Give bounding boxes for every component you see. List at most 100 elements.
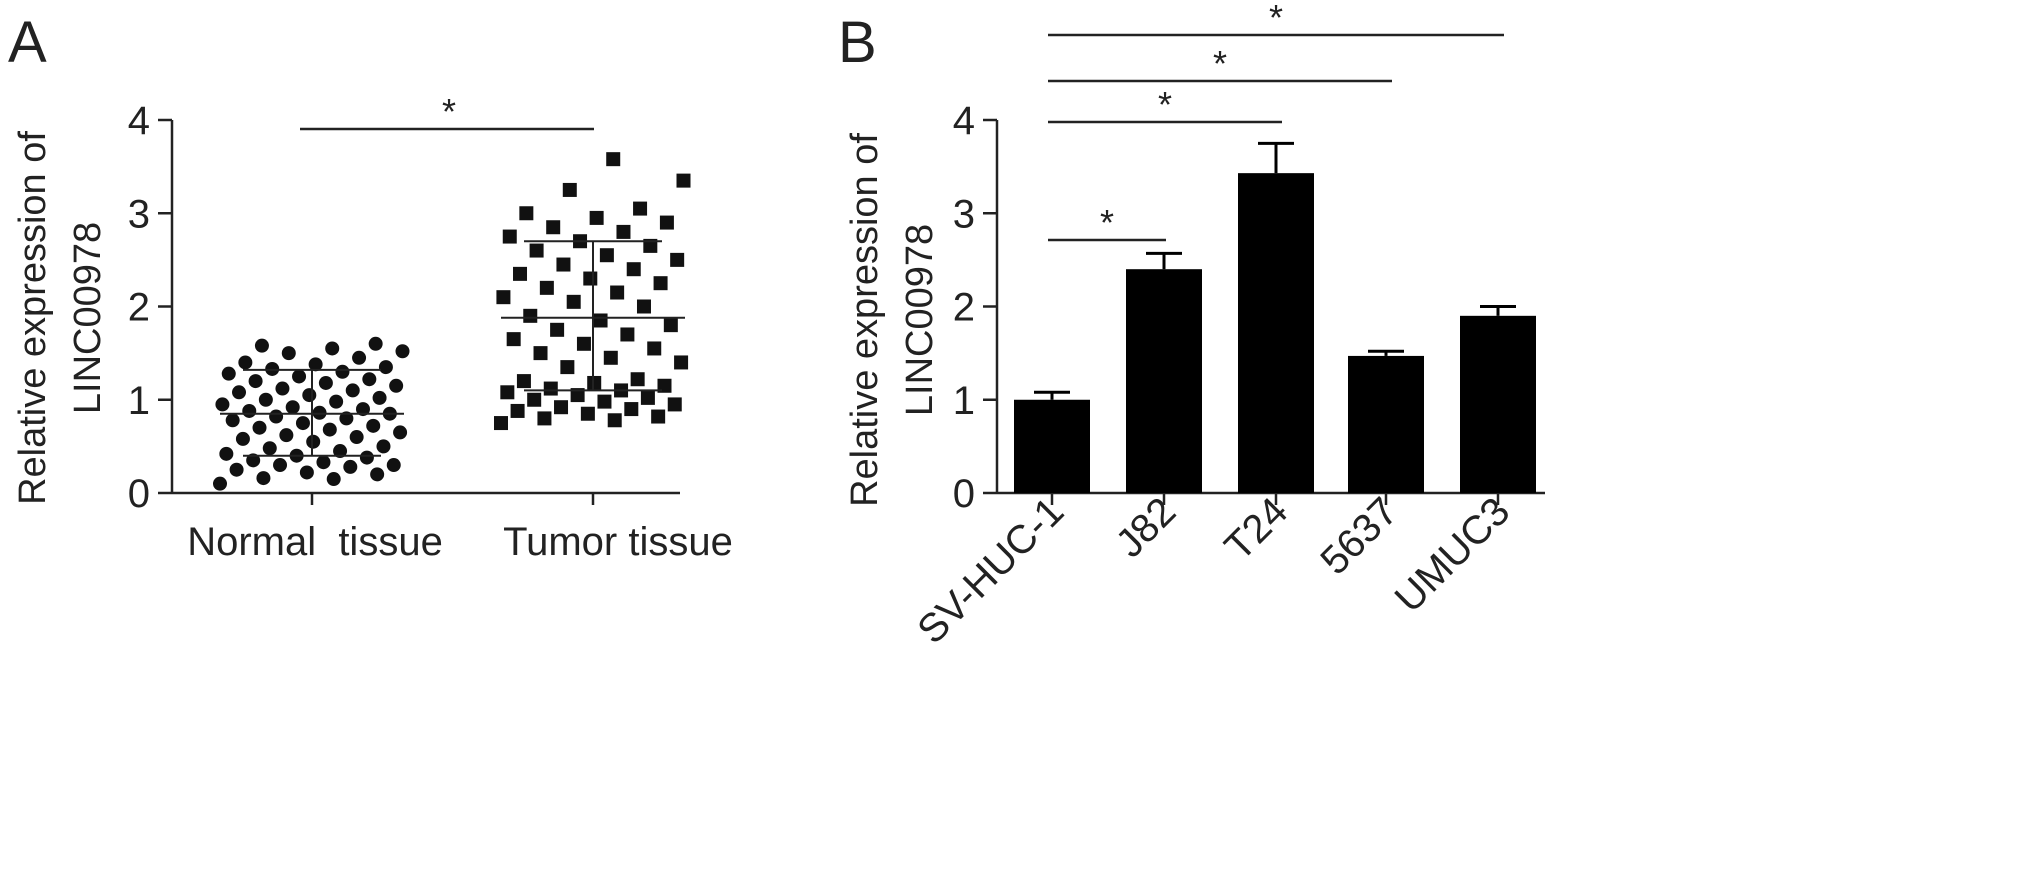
- panel-a-point-normal: [273, 458, 288, 473]
- panel-a-point-tumor: [663, 318, 678, 333]
- panel-a-point-tumor: [626, 262, 641, 277]
- panel-a: A Relative expression of LINC00978 0 1 2 3 4…: [8, 10, 733, 564]
- panel-a-point-tumor: [580, 406, 595, 421]
- panel-a-point-tumor: [610, 285, 625, 300]
- panel-a-point-normal: [366, 418, 381, 433]
- panel-a-point-normal: [246, 453, 261, 468]
- panel-a-point-normal: [219, 446, 234, 461]
- panel-b-y-tick-label: 1: [953, 379, 975, 423]
- panel-a-point-tumor: [519, 206, 534, 221]
- panel-b-significance: * * * *: [1048, 0, 1504, 243]
- panel-a-point-tumor: [523, 308, 538, 323]
- panel-a-point-normal: [232, 385, 247, 400]
- panel-b-bar: [1348, 355, 1424, 493]
- panel-a-point-tumor: [500, 385, 515, 400]
- panel-a-point-normal: [295, 416, 310, 431]
- panel-a-point-normal: [389, 378, 404, 393]
- panel-b-bar: [1014, 399, 1090, 493]
- panel-b-y-tick-label: 3: [953, 192, 975, 236]
- panel-a-point-normal: [213, 476, 227, 491]
- panel-a-point-normal: [252, 420, 267, 435]
- panel-a-point-tumor: [566, 294, 581, 309]
- panel-a-point-normal: [221, 366, 236, 381]
- panel-a-point-tumor: [554, 400, 569, 415]
- panel-a-point-normal: [316, 455, 331, 470]
- panel-b-x-label: UMUC3: [1387, 489, 1519, 621]
- panel-a-point-tumor: [643, 238, 658, 253]
- panel-a-axes: 0 1 2 3 4: [128, 99, 680, 516]
- panel-a-point-tumor: [529, 243, 544, 258]
- panel-a-point-normal: [254, 338, 269, 353]
- panel-a-point-normal: [258, 392, 273, 407]
- panel-a-point-normal: [393, 425, 408, 440]
- panel-a-point-tumor: [570, 388, 585, 403]
- panel-a-point-tumor: [657, 378, 672, 393]
- panel-a-point-tumor: [630, 372, 645, 387]
- panel-a-point-tumor: [616, 224, 631, 239]
- panel-a-point-tumor: [494, 416, 508, 431]
- panel-a-point-tumor: [537, 411, 552, 426]
- panel-a-point-normal: [279, 428, 294, 443]
- panel-a-point-tumor: [502, 229, 517, 244]
- panel-a-point-normal: [285, 400, 300, 415]
- panel-a-point-normal: [292, 369, 307, 384]
- panel-a-point-tumor: [667, 397, 682, 412]
- panel-a-point-tumor: [674, 355, 689, 370]
- panel-a-point-normal: [352, 350, 367, 365]
- panel-a-y-tick-label: 1: [128, 379, 150, 423]
- panel-a-point-tumor: [593, 313, 608, 328]
- panel-a-point-normal: [281, 346, 296, 361]
- panel-a-point-normal: [326, 472, 341, 487]
- panel-b-y-tick-label: 0: [953, 472, 975, 516]
- panel-b-y-axis-title: Relative expression of LINC00978: [844, 133, 941, 507]
- panel-b-significance-star: *: [1100, 202, 1114, 243]
- panel-a-point-normal: [235, 431, 250, 446]
- panel-a-point-tumor: [513, 266, 528, 281]
- panel-a-y-tick-label: 4: [128, 99, 150, 143]
- panel-a-point-tumor: [620, 327, 635, 342]
- panel-a-point-normal: [362, 372, 377, 387]
- panel-b-y-tick-label: 4: [953, 99, 975, 143]
- panel-a-point-tumor: [527, 392, 542, 407]
- panel-a-y-axis-title-line-1: Relative expression of: [12, 131, 54, 505]
- panel-a-point-tumor: [599, 248, 614, 263]
- panel-a-point-normal: [262, 441, 277, 456]
- panel-a-point-tumor: [676, 173, 691, 188]
- panel-a-point-tumor: [550, 322, 565, 337]
- panel-a-point-tumor: [651, 409, 666, 424]
- panel-a-point-tumor: [543, 381, 558, 396]
- panel-a-point-normal: [343, 459, 358, 474]
- panel-a-y-tick-label: 0: [128, 472, 150, 516]
- panel-b-x-label: SV-HUC-1: [909, 489, 1072, 652]
- panel-a-point-tumor: [589, 210, 604, 225]
- panel-a-point-tumor: [560, 360, 575, 375]
- panel-a-point-normal: [325, 341, 340, 356]
- panel-a-point-normal: [302, 388, 317, 403]
- panel-a-point-normal: [349, 430, 364, 445]
- panel-a-point-tumor: [576, 336, 591, 351]
- panel-a-x-label-tumor: Tumor tissue: [503, 520, 733, 564]
- panel-b-x-label: 5637: [1312, 489, 1406, 583]
- panel-b-bars: [1014, 141, 1536, 493]
- panel-b-bar: [1460, 315, 1536, 493]
- panel-a-point-normal: [339, 411, 354, 426]
- panel-a-point-normal: [355, 402, 370, 417]
- panel-a-points: [213, 152, 691, 491]
- panel-a-point-tumor: [624, 402, 639, 417]
- panel-a-point-tumor: [556, 257, 571, 272]
- panel-a-point-tumor: [606, 152, 621, 167]
- panel-a-point-normal: [359, 450, 374, 465]
- panel-b-y-tick-label: 2: [953, 286, 975, 330]
- panel-b-x-label: T24: [1217, 489, 1297, 569]
- panel-b-y-axis-title-line-2: LINC00978: [899, 224, 941, 416]
- panel-b-significance-star: *: [1269, 0, 1283, 38]
- panel-a-point-normal: [242, 403, 257, 418]
- panel-a-point-normal: [378, 360, 393, 375]
- panel-a-point-tumor: [516, 374, 531, 389]
- panel-a-point-normal: [238, 355, 253, 370]
- panel-b-bar: [1238, 173, 1314, 493]
- panel-a-point-normal: [386, 458, 401, 473]
- panel-a-point-tumor: [506, 332, 521, 347]
- panel-b-label: B: [838, 10, 877, 75]
- panel-a-point-tumor: [546, 220, 561, 235]
